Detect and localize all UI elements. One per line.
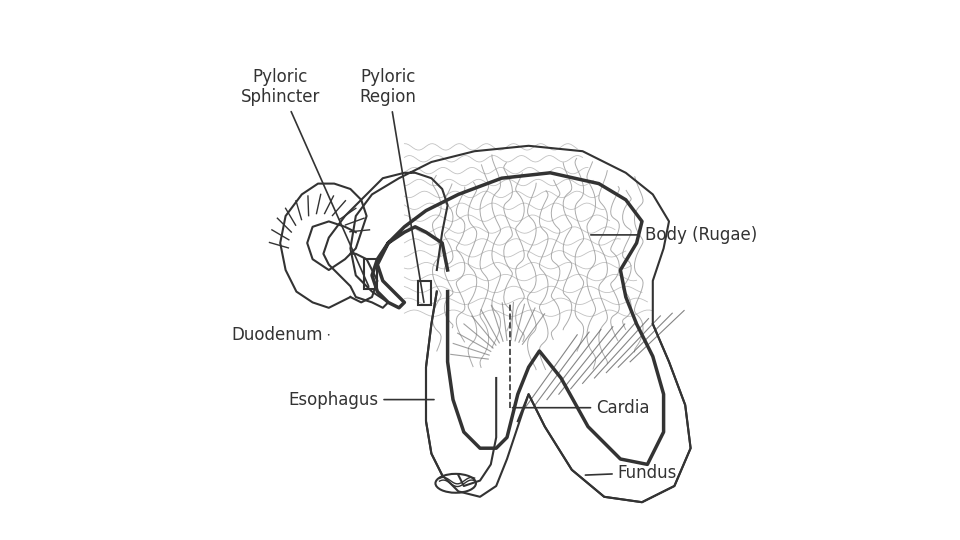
Text: Pyloric
Sphincter: Pyloric Sphincter: [241, 68, 369, 286]
Text: Pyloric
Region: Pyloric Region: [360, 68, 424, 302]
Text: Body (Rugae): Body (Rugae): [590, 226, 756, 244]
Bar: [418, 281, 431, 305]
Text: Cardia: Cardia: [513, 399, 650, 417]
Text: Duodenum: Duodenum: [231, 326, 328, 344]
Text: Fundus: Fundus: [586, 463, 677, 482]
Bar: [364, 259, 377, 289]
Text: Esophagus: Esophagus: [288, 390, 434, 409]
